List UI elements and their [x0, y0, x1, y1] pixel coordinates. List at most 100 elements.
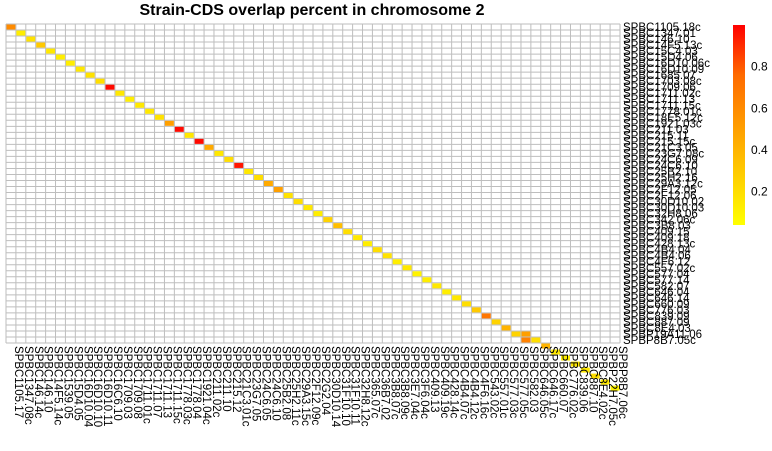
row-label: SPBC1703.08c	[623, 76, 702, 88]
column-label: SPBC211.10	[220, 346, 232, 412]
heatmap-cell	[561, 355, 570, 361]
row-label: SPBC30D10.03	[623, 203, 704, 215]
row-label: SPBC32H8.06	[623, 209, 698, 221]
heatmap-cell	[333, 223, 343, 229]
heatmap-cells	[6, 24, 620, 391]
heatmap-cell	[353, 235, 363, 241]
row-label: SPBC14F5.13c	[623, 40, 703, 52]
column-label: SPBC543.02c	[487, 346, 499, 418]
heatmap-cell	[6, 24, 16, 30]
heatmap-cell	[442, 289, 452, 295]
heatmap-cell	[273, 187, 283, 193]
row-label: SPBC776.03	[623, 305, 690, 317]
row-label: SPBC887.09	[623, 317, 690, 329]
row-label: SPBC1778.01c	[623, 106, 702, 118]
column-label: SPBC24C6.05	[260, 346, 272, 421]
heatmap-cell	[343, 229, 353, 235]
column-label: SPBC577.03c	[507, 346, 519, 418]
column-label: SPBC16D10.10	[91, 346, 103, 427]
column-label: SPBC582.03	[527, 346, 539, 413]
row-label: SPBC24C6.10	[623, 160, 698, 172]
row-label: SPBC215.15c	[623, 136, 695, 148]
column-label: SPBC3B8.07c	[388, 346, 400, 420]
row-label: SPBC15C4.03	[623, 46, 698, 58]
row-label: SPBC146.10	[623, 34, 690, 46]
column-label: SPBC16C6.10	[111, 346, 123, 421]
heatmap-cell	[372, 247, 382, 253]
heatmap-cell	[481, 313, 491, 319]
column-label: SPBC428.14c	[448, 346, 460, 418]
heatmap-cell	[105, 84, 115, 90]
row-label: SPBC646.04	[623, 287, 690, 299]
column-label: SPBC409.13	[428, 346, 440, 413]
heatmap-cell	[85, 72, 95, 78]
colorbar-legend: 0.2 0.4 0.6 0.8	[733, 25, 768, 225]
column-label: SPBC365.07c	[368, 346, 380, 418]
heatmap-cell	[115, 90, 125, 96]
row-label: SPBC1105.18c	[623, 22, 701, 34]
heatmap-cell	[46, 48, 56, 54]
heatmap-cell	[214, 150, 224, 156]
row-label: SPBC8E4.03	[623, 323, 691, 335]
column-label: SPBC3B8.09c	[398, 346, 410, 420]
column-label: SPBC32H8.12c	[359, 346, 371, 427]
column-label: SPBC1709.03	[121, 346, 133, 419]
heatmap-cell	[531, 337, 541, 343]
heatmap-cell	[234, 162, 244, 168]
heatmap-cell	[382, 253, 392, 259]
column-label: SPBC660.07	[557, 346, 569, 413]
row-label: SPBC409.15	[623, 227, 690, 239]
colorbar-tick-label: 0.8	[751, 60, 768, 74]
colorbar-tick-label: 0.6	[751, 101, 768, 115]
column-label: SPBC646.05c	[537, 346, 549, 418]
column-label: SPBC16D10.04	[81, 346, 93, 428]
row-label: SPBC1347.01	[623, 28, 696, 40]
heatmap-cell	[323, 217, 333, 223]
row-label: SPBC23G7.08c	[623, 148, 704, 160]
heatmap-cell	[412, 271, 422, 277]
colorbar	[733, 25, 745, 225]
heatmap-cell	[471, 307, 481, 313]
column-label: SPBC2F12.09c	[309, 346, 321, 426]
heatmap-cell	[580, 367, 590, 373]
column-label: SPBC1778.03c	[180, 346, 192, 425]
row-label: SPBC646.14	[623, 293, 690, 305]
column-label: SPBC1711.01c	[141, 346, 153, 424]
column-label: SPBC839.06	[576, 346, 588, 413]
row-label: SPBC4B4.06	[623, 251, 691, 263]
heatmap-cell	[422, 277, 432, 283]
column-label: SPBC3F6.04c	[418, 346, 430, 419]
row-label: SPBC577.04	[623, 269, 690, 281]
column-label: SPBC1709.08	[131, 346, 143, 419]
heatmap-cell	[95, 78, 105, 84]
heatmap-cell	[521, 337, 531, 343]
heatmap-cell	[570, 361, 580, 367]
heatmap-cell	[363, 241, 372, 247]
row-label: SPBC24C6.09	[623, 154, 698, 166]
column-label: SPBC31F10.11	[349, 346, 361, 425]
column-label: SPBC15D4.05	[71, 346, 83, 421]
column-label: SPBC31F10.10	[339, 346, 351, 426]
heatmap-cell	[263, 180, 273, 187]
column-label: SPBC1347.08c	[22, 346, 34, 425]
heatmap-cell	[293, 199, 303, 205]
column-label: SPBC776.02c	[567, 346, 579, 418]
column-label: SPBC887.10	[586, 346, 598, 413]
heatmap-cell	[244, 168, 254, 174]
row-label: SPBC839.09	[623, 311, 690, 323]
column-label: SPBC16D10.11	[101, 346, 113, 426]
heatmap-cell	[155, 114, 164, 120]
row-label: SPBC16D10.09	[623, 64, 704, 76]
row-label: SPBC4B4.04	[623, 245, 691, 257]
row-label: SPBC3B8.03	[623, 221, 691, 233]
column-label: SPBC577.05c	[517, 346, 529, 418]
heatmap-cell	[541, 343, 551, 349]
row-label: SPBC25B2.10	[623, 166, 697, 178]
row-label: SPBP8B7.05c	[623, 335, 696, 347]
heatmap-cell	[432, 283, 442, 289]
column-label: SPBC14F5.14c	[52, 346, 64, 426]
column-label: SPBC146.14c	[32, 346, 44, 418]
row-label: SPBC29A3.12c	[623, 179, 703, 191]
heatmap-cell	[164, 120, 174, 126]
